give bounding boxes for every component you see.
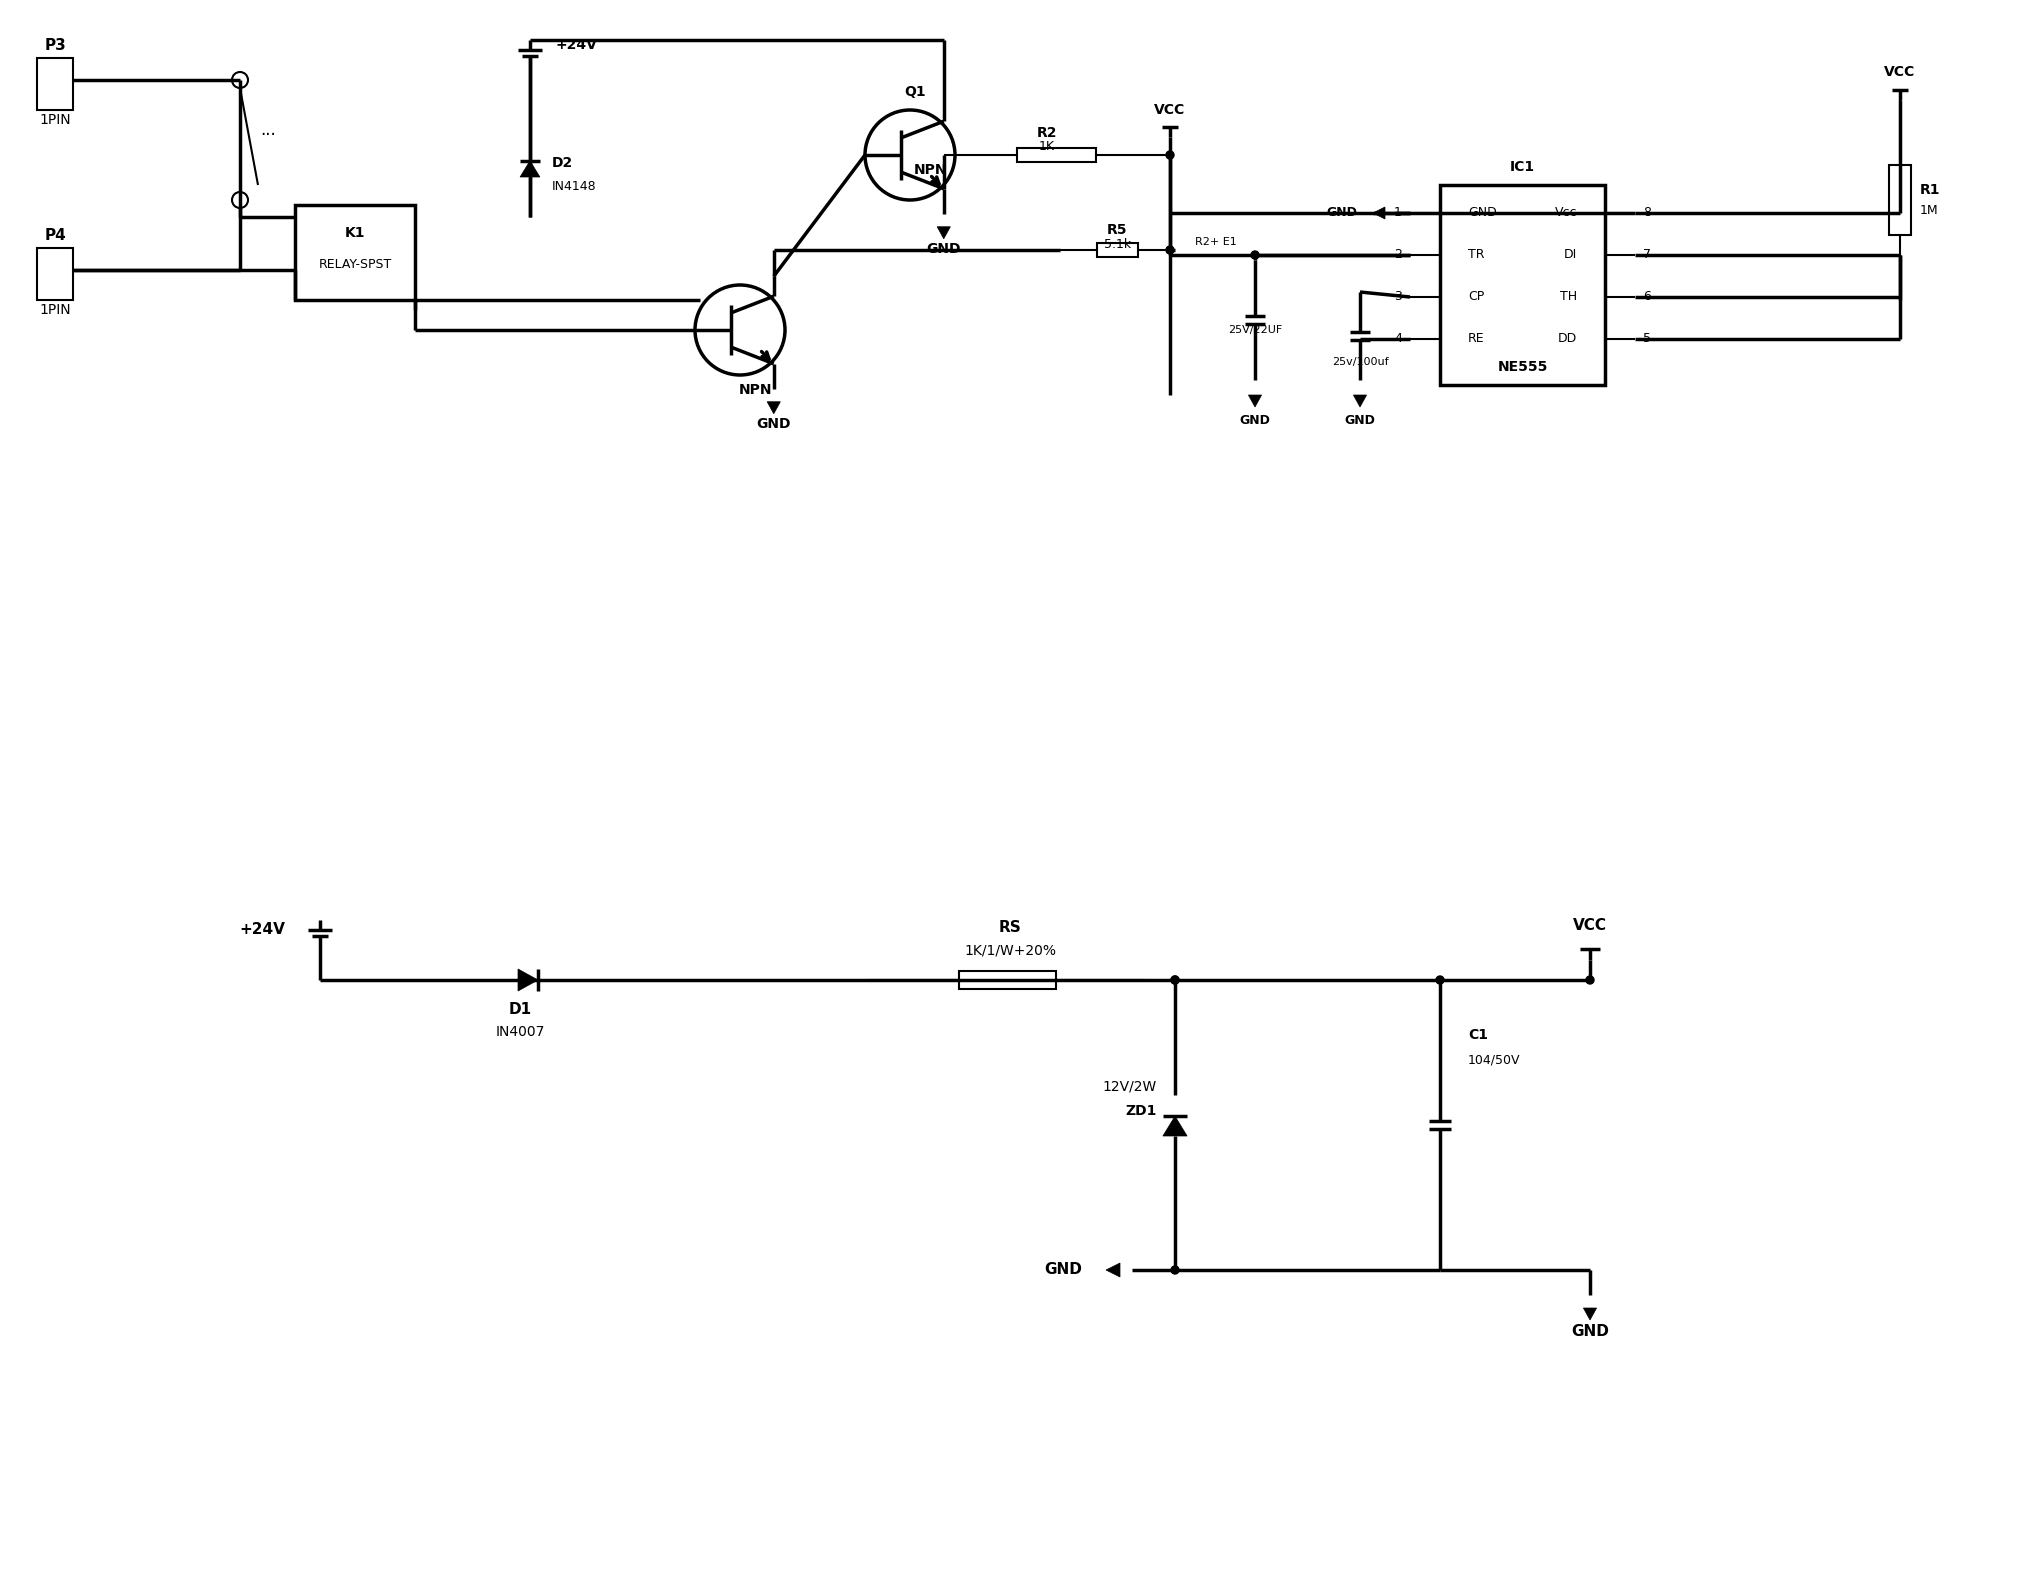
- Polygon shape: [519, 970, 537, 990]
- Text: R2+ E1: R2+ E1: [1195, 238, 1237, 247]
- Text: 25V/22UF: 25V/22UF: [1227, 325, 1282, 335]
- Circle shape: [1585, 976, 1593, 984]
- Text: 5: 5: [1642, 332, 1650, 346]
- Bar: [295, 206, 415, 300]
- Text: TR: TR: [1467, 249, 1484, 262]
- Text: TH: TH: [1561, 290, 1577, 303]
- Circle shape: [1170, 976, 1178, 984]
- Polygon shape: [938, 226, 950, 239]
- Text: 1M: 1M: [1919, 204, 1939, 217]
- Circle shape: [1252, 250, 1260, 258]
- Polygon shape: [767, 402, 779, 413]
- Text: 3: 3: [1394, 290, 1402, 303]
- Text: P3: P3: [45, 38, 65, 53]
- Text: GND: GND: [1239, 413, 1270, 426]
- Text: D2: D2: [551, 156, 574, 171]
- Text: RE: RE: [1467, 332, 1486, 346]
- Text: VCC: VCC: [1154, 104, 1186, 116]
- Text: C1: C1: [1467, 1029, 1488, 1042]
- Text: DI: DI: [1563, 249, 1577, 262]
- Text: R5: R5: [1107, 223, 1127, 238]
- Text: NPN: NPN: [739, 383, 771, 397]
- Text: K1: K1: [344, 226, 364, 239]
- Text: Vcc: Vcc: [1555, 206, 1577, 220]
- Polygon shape: [1247, 396, 1262, 407]
- Text: ...: ...: [260, 121, 277, 139]
- Text: Q1: Q1: [904, 85, 926, 99]
- Text: GND: GND: [1571, 1324, 1610, 1340]
- Text: RELAY-SPST: RELAY-SPST: [317, 258, 391, 271]
- Polygon shape: [1374, 207, 1386, 219]
- Text: 25v/100uf: 25v/100uf: [1331, 357, 1388, 367]
- Text: RS: RS: [999, 920, 1022, 936]
- Text: D1: D1: [509, 1003, 531, 1018]
- Text: 4: 4: [1394, 332, 1402, 346]
- Circle shape: [1437, 976, 1445, 984]
- Text: NPN: NPN: [914, 163, 946, 177]
- Text: 6: 6: [1642, 290, 1650, 303]
- Polygon shape: [1105, 1263, 1119, 1278]
- Bar: [37, 57, 73, 110]
- Text: NE555: NE555: [1498, 360, 1549, 373]
- Text: 1: 1: [1394, 206, 1402, 220]
- Text: 7: 7: [1642, 249, 1650, 262]
- Bar: [1888, 164, 1911, 234]
- Text: 1K: 1K: [1040, 140, 1054, 153]
- Polygon shape: [1353, 396, 1368, 407]
- Text: 1PIN: 1PIN: [39, 303, 71, 317]
- Text: R2: R2: [1036, 126, 1056, 140]
- Text: IN4148: IN4148: [551, 180, 596, 193]
- Text: DD: DD: [1557, 332, 1577, 346]
- Bar: [37, 247, 73, 300]
- Text: 2: 2: [1394, 249, 1402, 262]
- Text: ZD1: ZD1: [1125, 1104, 1158, 1118]
- Text: IC1: IC1: [1510, 160, 1534, 174]
- Polygon shape: [1162, 1116, 1186, 1136]
- Text: 104/50V: 104/50V: [1467, 1054, 1520, 1067]
- Circle shape: [1166, 246, 1174, 254]
- Circle shape: [1170, 1266, 1178, 1274]
- Circle shape: [1170, 976, 1178, 984]
- Text: VCC: VCC: [1573, 917, 1608, 933]
- Text: +24V: +24V: [240, 922, 285, 938]
- Text: IN4007: IN4007: [495, 1026, 545, 1038]
- Text: 1PIN: 1PIN: [39, 113, 71, 128]
- Polygon shape: [1583, 1308, 1597, 1321]
- Text: R1: R1: [1919, 183, 1941, 198]
- Bar: [1018, 148, 1097, 163]
- Text: 5.1k: 5.1k: [1103, 238, 1131, 250]
- Text: +24V: +24V: [556, 38, 596, 53]
- Text: 8: 8: [1642, 206, 1650, 220]
- Bar: [958, 971, 1056, 989]
- Bar: [1441, 185, 1606, 384]
- Text: GND: GND: [1327, 206, 1357, 220]
- Text: CP: CP: [1467, 290, 1484, 303]
- Circle shape: [1166, 152, 1174, 160]
- Polygon shape: [521, 161, 539, 177]
- Text: GND: GND: [1345, 413, 1376, 426]
- Text: GND: GND: [1467, 206, 1498, 220]
- Text: 1K/1/W+20%: 1K/1/W+20%: [965, 943, 1056, 957]
- Text: GND: GND: [1044, 1263, 1083, 1278]
- Text: 12V/2W: 12V/2W: [1103, 1080, 1158, 1094]
- Bar: [1097, 242, 1138, 257]
- Text: GND: GND: [926, 242, 961, 255]
- Text: VCC: VCC: [1884, 65, 1915, 80]
- Text: P4: P4: [45, 228, 65, 242]
- Text: GND: GND: [757, 416, 792, 431]
